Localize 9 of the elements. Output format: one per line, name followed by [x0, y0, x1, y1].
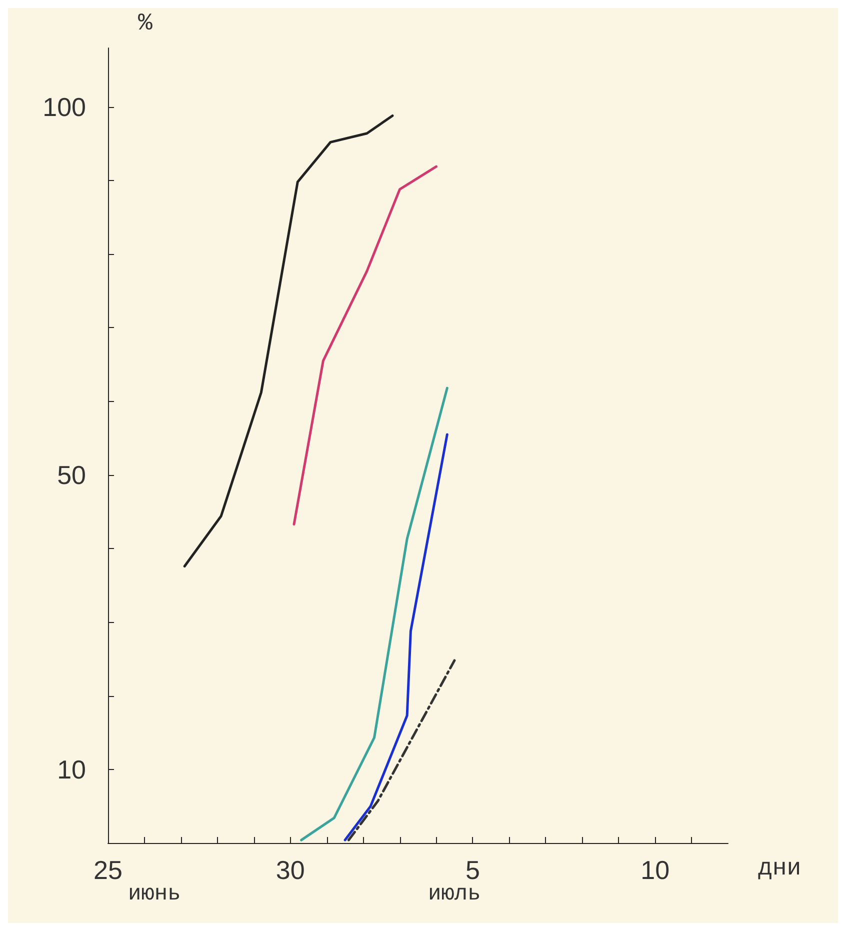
y-tick-label: 10 — [57, 754, 86, 784]
x-tick-label: 10 — [640, 855, 670, 885]
x-axis-title: дни — [758, 856, 802, 882]
y-axis-title: % — [138, 10, 153, 38]
y-tick-label: 50 — [57, 460, 86, 490]
x-tick-label: 30 — [276, 855, 305, 885]
text: июнь — [128, 882, 181, 906]
x-tick-label: 25 — [94, 855, 122, 885]
y-tick-label: 100 — [42, 92, 86, 122]
